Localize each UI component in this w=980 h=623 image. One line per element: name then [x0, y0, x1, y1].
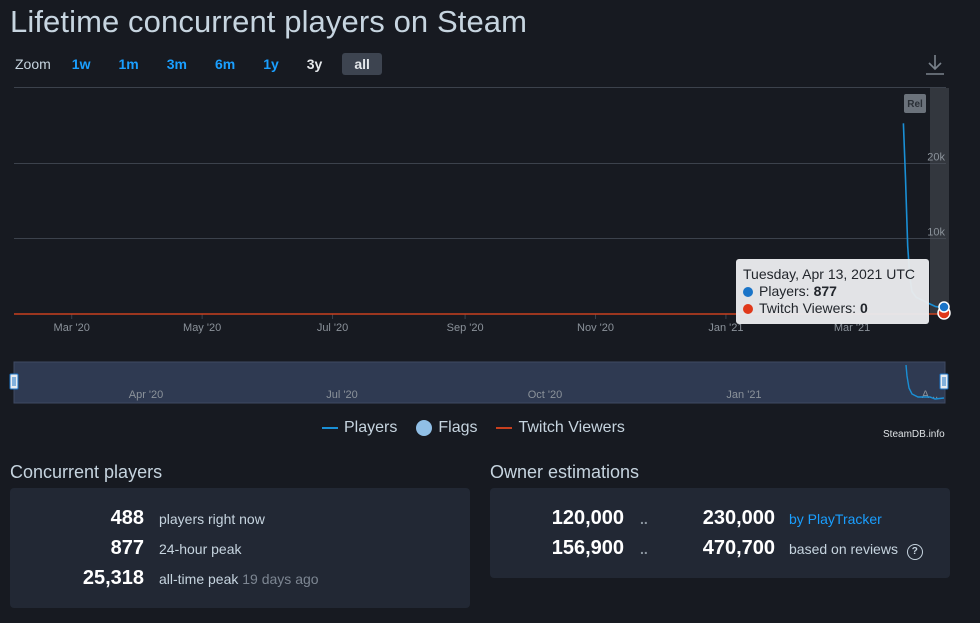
zoom-6m-button[interactable]: 6m	[214, 56, 236, 72]
players-hover-marker	[938, 301, 950, 313]
estimate-row: 156,900 .. 470,700 based on reviews ?	[490, 537, 950, 561]
navigator-tick-label: Oct '20	[528, 389, 563, 401]
estimate-high: 470,700	[702, 537, 775, 559]
tooltip-twitch-value: 0	[860, 300, 868, 316]
zoom-1m-button[interactable]: 1m	[118, 56, 139, 72]
navigator-players-line	[905, 364, 945, 400]
concurrent-players-title: Concurrent players	[10, 462, 163, 482]
estimate-low: 120,000	[551, 507, 624, 529]
chart-legend: Players Flags Twitch Viewers	[322, 418, 644, 438]
chart-credit[interactable]: SteamDB.info	[883, 429, 945, 440]
x-tick-label: Nov '20	[577, 322, 614, 334]
legend-label: Twitch Viewers	[518, 419, 625, 436]
x-tick-label: Jan '21	[708, 322, 743, 334]
stat-value: 488	[110, 507, 144, 529]
flags-dot-icon	[416, 420, 433, 436]
x-tick-label: Sep '20	[447, 322, 484, 334]
stat-row: 25,318 all-time peak 19 days ago	[10, 567, 470, 591]
help-icon[interactable]: ?	[906, 544, 923, 560]
estimate-source: based on reviews	[789, 541, 898, 557]
playtracker-link[interactable]: by PlayTracker	[789, 511, 882, 527]
players-dot-icon	[743, 286, 753, 297]
y-tick-label: 10k	[927, 227, 945, 239]
concurrent-players-panel: 488 players right now 877 24-hour peak 2…	[10, 488, 470, 608]
zoom-3m-button[interactable]: 3m	[166, 56, 187, 72]
stat-row: 488 players right now	[10, 507, 470, 531]
range-separator: ..	[640, 511, 648, 527]
stat-value: 877	[110, 537, 144, 559]
zoom-3y-button[interactable]: 3y	[306, 56, 323, 72]
estimate-low: 156,900	[551, 537, 624, 559]
legend-item-players[interactable]: Players	[322, 419, 397, 437]
download-icon[interactable]	[924, 53, 946, 77]
legend-item-twitch[interactable]: Twitch Viewers	[496, 419, 625, 437]
twitch-line-icon	[496, 427, 513, 429]
owner-estimations-panel: 120,000 .. 230,000 by PlayTracker 156,90…	[490, 488, 950, 578]
tooltip-players-label: Players:	[759, 283, 810, 299]
twitch-dot-icon	[743, 303, 753, 314]
stat-label: players right now	[159, 511, 265, 527]
tooltip-date: Tuesday, Apr 13, 2021 UTC	[743, 266, 915, 282]
zoom-1w-button[interactable]: 1w	[71, 56, 91, 72]
y-tick-label: 20k	[927, 151, 945, 163]
zoom-bar: Zoom 1w 1m 3m 6m 1y 3y all	[15, 53, 382, 75]
estimate-row: 120,000 .. 230,000 by PlayTracker	[490, 507, 950, 531]
stat-row: 877 24-hour peak	[10, 537, 470, 561]
page-title: Lifetime concurrent players on Steam	[10, 4, 528, 39]
zoom-1y-button[interactable]: 1y	[263, 56, 279, 72]
zoom-label: Zoom	[15, 56, 51, 72]
stat-label: 24-hour peak	[159, 541, 242, 557]
tooltip-twitch-label: Twitch Viewers:	[759, 300, 856, 316]
legend-label: Players	[344, 419, 398, 436]
x-tick-label: Mar '21	[834, 322, 870, 334]
x-tick-label: May '20	[183, 322, 221, 334]
range-separator: ..	[640, 541, 648, 557]
zoom-all-button[interactable]: all	[342, 53, 382, 75]
navigator-tick-label: Apr '20	[129, 389, 164, 401]
chart-tooltip: Tuesday, Apr 13, 2021 UTC Players: 877 T…	[736, 259, 929, 324]
svg-text:Rel: Rel	[907, 99, 923, 110]
stat-value: 25,318	[82, 567, 144, 589]
players-line-icon	[322, 427, 338, 429]
owner-estimations-title: Owner estimations	[490, 462, 640, 482]
stat-label: all-time peak	[159, 571, 239, 587]
navigator-right-handle[interactable]	[939, 373, 949, 390]
players-chart[interactable]: Rel 10k 20k Mar '20 May '20 Jul '20 Sep '20 N…	[0, 80, 980, 410]
estimate-high: 230,000	[702, 507, 775, 529]
x-tick-label: Jul '20	[317, 322, 348, 334]
stat-timestamp: 19 days ago	[242, 571, 319, 587]
range-highlight	[930, 88, 949, 314]
legend-label: Flags	[438, 419, 478, 436]
navigator-tick-label: Jan '21	[726, 389, 761, 401]
legend-item-flags[interactable]: Flags	[416, 419, 477, 437]
x-tick-label: Mar '20	[54, 322, 90, 334]
range-label: Rel	[904, 94, 926, 113]
navigator-tick-label: Jul '20	[326, 389, 357, 401]
navigator-left-handle[interactable]	[9, 373, 19, 390]
tooltip-players-value: 877	[813, 283, 837, 299]
